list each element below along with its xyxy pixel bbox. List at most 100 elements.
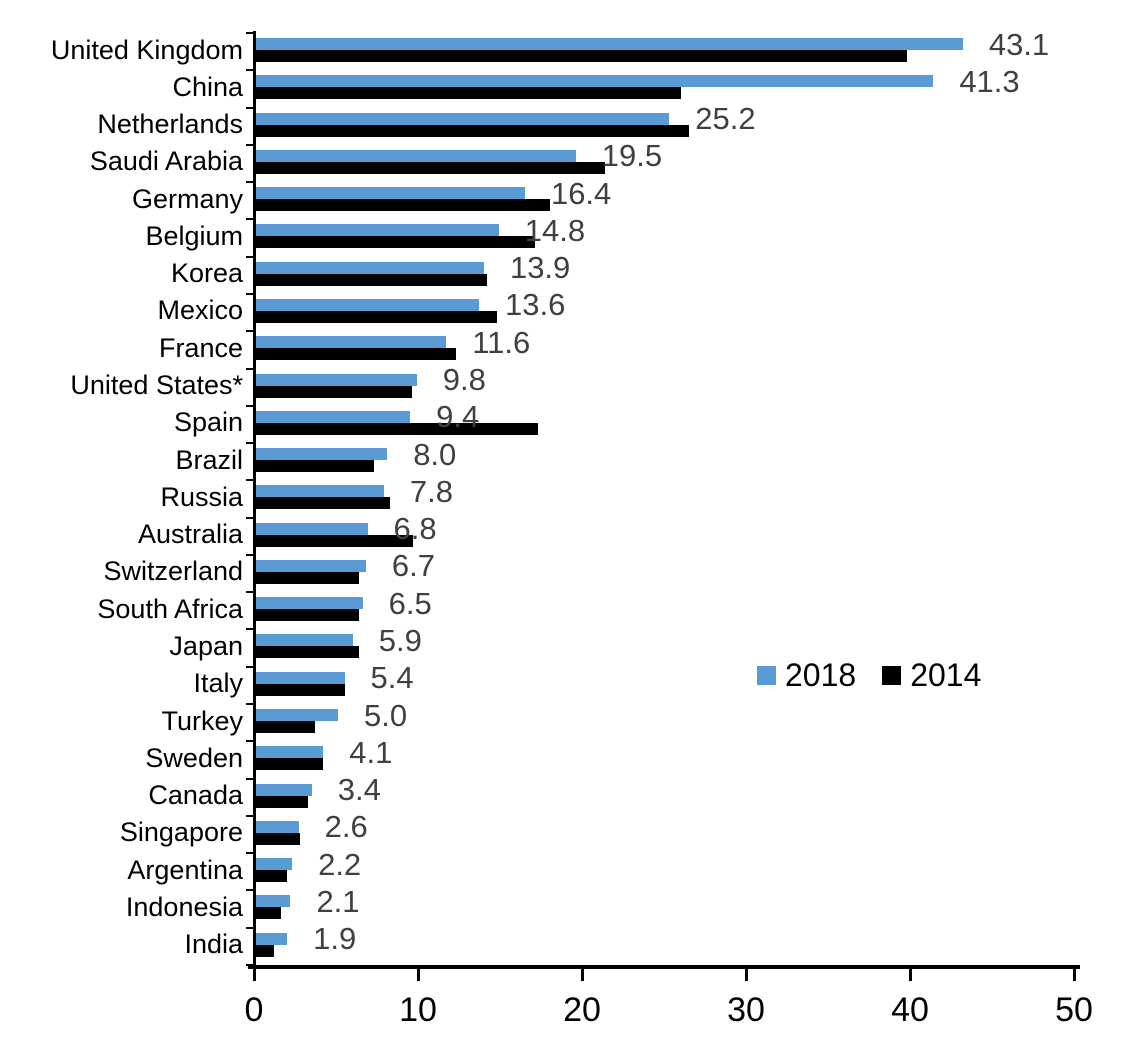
bar-2018 — [256, 410, 411, 423]
value-label: 2.6 — [324, 809, 368, 845]
category-tick — [246, 69, 254, 72]
bar-2018 — [256, 336, 447, 349]
value-label: 5.0 — [364, 697, 408, 733]
category-tick — [246, 591, 254, 594]
x-tick — [416, 969, 420, 981]
x-axis-line — [248, 965, 1080, 969]
value-label: 43.1 — [988, 26, 1050, 62]
category-label: Japan — [169, 630, 243, 661]
x-tick-label: 30 — [727, 991, 765, 1029]
value-label: 8.0 — [413, 436, 457, 472]
bar-2018 — [256, 224, 499, 237]
bar-2018 — [256, 149, 576, 162]
bar-2014 — [256, 273, 488, 286]
category-tick — [246, 852, 254, 855]
value-label: 13.6 — [505, 287, 566, 323]
value-label: 6.5 — [388, 585, 432, 621]
value-label: 2.2 — [318, 846, 362, 882]
bar-2014 — [256, 534, 414, 547]
category-label: Sweden — [145, 742, 243, 773]
bar-2018 — [256, 373, 417, 386]
category-label: Indonesia — [125, 891, 243, 922]
category-label: Canada — [148, 780, 243, 811]
bar-2018 — [256, 895, 291, 908]
bar-2014 — [256, 832, 301, 845]
x-tick — [744, 969, 748, 981]
bar-2014 — [256, 907, 281, 920]
value-label: 1.9 — [313, 921, 357, 957]
x-tick-label: 0 — [244, 991, 264, 1029]
value-label: 7.8 — [409, 473, 454, 509]
bar-2018 — [256, 820, 299, 833]
legend-swatch-2018 — [757, 665, 776, 685]
bar-2014 — [256, 870, 288, 883]
bar-2014 — [256, 497, 391, 510]
category-tick — [246, 292, 254, 295]
value-label: 16.4 — [550, 175, 612, 211]
category-label: China — [172, 71, 243, 102]
value-label: 3.4 — [337, 772, 381, 808]
legend-label-2018: 2018 — [785, 657, 857, 693]
bar-2014 — [256, 609, 360, 622]
category-label: Spain — [173, 407, 243, 438]
bar-2014 — [256, 124, 689, 137]
value-label: 9.8 — [442, 362, 486, 398]
category-label: Argentina — [127, 854, 243, 885]
category-label: Switzerland — [103, 556, 243, 587]
x-tick-label: 20 — [563, 991, 601, 1029]
category-tick — [246, 926, 254, 929]
category-tick — [246, 143, 254, 146]
bar-2018 — [256, 597, 363, 610]
category-label: Korea — [170, 258, 243, 289]
x-tick — [580, 969, 584, 981]
bar-2018 — [256, 187, 525, 200]
category-tick — [246, 367, 254, 370]
bar-2018 — [256, 75, 934, 88]
value-label: 41.3 — [959, 63, 1020, 99]
value-label: 11.6 — [472, 324, 531, 360]
category-label: South Africa — [97, 593, 243, 624]
legend-entry-2014: 2014 — [882, 659, 981, 691]
category-label: Italy — [193, 668, 243, 699]
category-label: Saudi Arabia — [89, 146, 243, 177]
category-tick — [246, 442, 254, 445]
category-tick — [246, 814, 254, 817]
category-tick — [246, 181, 254, 184]
category-tick — [246, 255, 254, 258]
bar-2014 — [256, 571, 360, 584]
category-label: Australia — [137, 519, 243, 550]
value-label: 25.2 — [695, 101, 756, 137]
category-tick — [246, 740, 254, 743]
bar-2018 — [256, 522, 368, 535]
bar-2018 — [256, 298, 480, 311]
category-tick — [246, 330, 254, 333]
value-label: 14.8 — [524, 212, 586, 248]
value-label: 2.1 — [316, 883, 360, 919]
bar-2018 — [256, 709, 338, 722]
bar-2014 — [256, 460, 375, 473]
category-tick — [246, 889, 254, 892]
bar-2014 — [256, 385, 412, 398]
value-label: 5.9 — [378, 622, 422, 658]
bar-2018 — [256, 671, 345, 684]
legend-entry-2018: 2018 — [757, 659, 856, 691]
bar-2018 — [256, 38, 963, 50]
bar-2014 — [256, 683, 345, 696]
bar-2014 — [256, 161, 606, 174]
bar-2018 — [256, 485, 384, 498]
category-label: Turkey — [161, 705, 243, 736]
x-tick-label: 50 — [1055, 991, 1093, 1029]
legend-swatch-2014 — [882, 665, 902, 685]
category-label: United Kingdom — [50, 34, 243, 65]
legend: 2018 2014 — [757, 659, 981, 691]
category-label: Germany — [131, 183, 243, 214]
category-tick — [246, 479, 254, 482]
bar-2014 — [256, 422, 539, 435]
category-label: United States* — [70, 370, 243, 401]
category-tick — [246, 703, 254, 706]
category-tick — [246, 516, 254, 519]
value-label: 4.1 — [349, 734, 393, 770]
category-label: India — [184, 929, 243, 960]
bar-2018 — [256, 858, 293, 871]
